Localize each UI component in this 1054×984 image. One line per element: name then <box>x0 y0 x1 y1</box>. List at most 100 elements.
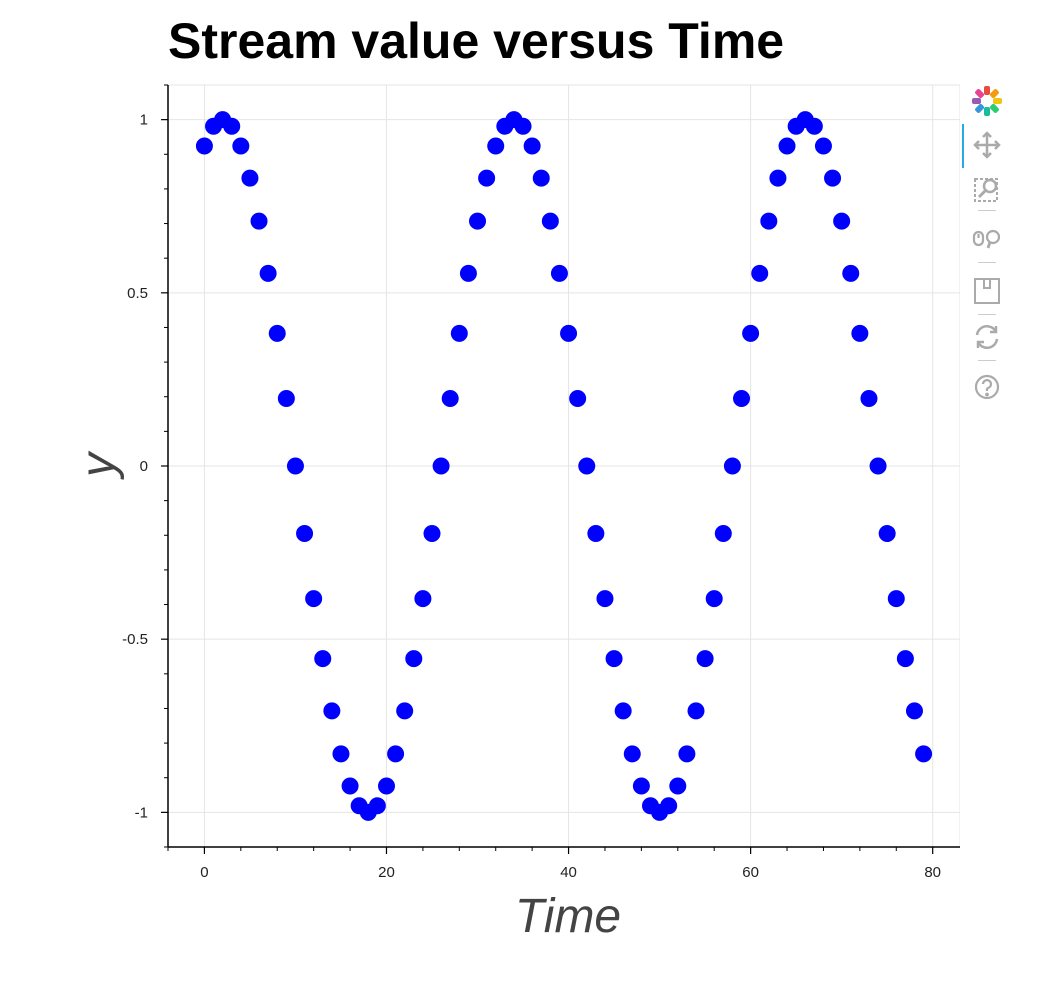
toolbar-divider <box>978 262 996 263</box>
y-tick-label: 0.5 <box>127 285 148 302</box>
y-tick-label: -0.5 <box>122 631 148 648</box>
data-point <box>851 324 869 342</box>
data-point <box>387 745 405 763</box>
data-point <box>259 264 277 282</box>
toolbar <box>962 82 1012 412</box>
data-point <box>341 777 359 795</box>
data-point <box>887 590 905 608</box>
data-point <box>441 389 459 407</box>
axes: 0 20 40 60 80 -1 -0.5 0 0.5 1 <box>122 84 960 881</box>
data-point <box>323 702 341 720</box>
x-tick-label: 20 <box>378 864 395 881</box>
save-icon[interactable] <box>970 274 1004 308</box>
data-point <box>232 137 250 155</box>
chart-title: Stream value versus Time <box>168 13 784 69</box>
bokeh-logo-icon[interactable] <box>970 84 1004 118</box>
data-point <box>605 650 623 668</box>
data-point <box>469 212 487 230</box>
data-point <box>405 650 423 668</box>
data-point <box>377 777 395 795</box>
help-icon[interactable] <box>970 370 1004 404</box>
data-point <box>560 324 578 342</box>
data-point <box>569 389 587 407</box>
y-tick-label: 1 <box>140 112 148 129</box>
box-zoom-icon[interactable] <box>970 172 1004 206</box>
data-point <box>541 212 559 230</box>
data-point <box>250 212 268 230</box>
data-point <box>286 457 304 475</box>
data-point <box>669 777 687 795</box>
data-point <box>896 650 914 668</box>
data-point <box>705 590 723 608</box>
data-point <box>714 525 732 543</box>
toolbar-divider <box>978 210 996 211</box>
data-point <box>596 590 614 608</box>
data-point <box>423 525 441 543</box>
data-point <box>396 702 414 720</box>
data-point <box>195 137 213 155</box>
grid <box>167 84 960 848</box>
data-point <box>860 389 878 407</box>
data-point <box>905 702 923 720</box>
data-point <box>723 457 741 475</box>
x-axis-label: Time <box>515 890 621 943</box>
data-point <box>915 745 933 763</box>
data-point <box>824 169 842 187</box>
y-tick-label: -1 <box>135 804 148 821</box>
data-point <box>241 169 259 187</box>
data-point <box>459 264 477 282</box>
data-point <box>268 324 286 342</box>
data-point <box>878 525 896 543</box>
data-point <box>450 324 468 342</box>
data-point <box>660 797 678 815</box>
data-point <box>814 137 832 155</box>
data-point <box>805 117 823 135</box>
reset-icon[interactable] <box>970 320 1004 354</box>
data-point <box>368 797 386 815</box>
data-point <box>623 745 641 763</box>
data-point <box>532 169 550 187</box>
data-point <box>778 137 796 155</box>
data-point <box>314 650 332 668</box>
data-point <box>478 169 496 187</box>
data-point <box>760 212 778 230</box>
data-point <box>733 389 751 407</box>
data-point <box>578 457 596 475</box>
data-point <box>523 137 541 155</box>
toolbar-divider <box>978 360 996 361</box>
data-point <box>223 117 241 135</box>
data-point <box>296 525 314 543</box>
data-point <box>332 745 350 763</box>
data-point <box>696 650 714 668</box>
y-axis-label: y <box>72 450 125 480</box>
data-point <box>514 117 532 135</box>
x-tick-label: 0 <box>200 864 208 881</box>
data-point <box>277 389 295 407</box>
data-point <box>678 745 696 763</box>
data-point <box>742 324 760 342</box>
toolbar-divider <box>978 314 996 315</box>
data-points <box>195 111 933 821</box>
data-point <box>632 777 650 795</box>
data-point <box>869 457 887 475</box>
data-point <box>432 457 450 475</box>
data-point <box>414 590 432 608</box>
data-point <box>614 702 632 720</box>
pan-icon[interactable] <box>970 128 1004 162</box>
data-point <box>769 169 787 187</box>
x-tick-label: 80 <box>924 864 941 881</box>
data-point <box>305 590 323 608</box>
data-point <box>587 525 605 543</box>
chart: Stream value versus Time 0 20 40 60 80 -1 -0.5… <box>72 13 960 943</box>
data-point <box>550 264 568 282</box>
data-point <box>842 264 860 282</box>
wheel-zoom-icon[interactable] <box>970 222 1004 256</box>
data-point <box>687 702 705 720</box>
x-tick-label: 40 <box>560 864 577 881</box>
data-point <box>833 212 851 230</box>
y-tick-label: 0 <box>140 458 148 475</box>
active-tool-indicator <box>962 124 964 168</box>
data-point <box>751 264 769 282</box>
data-point <box>487 137 505 155</box>
x-tick-label: 60 <box>742 864 759 881</box>
